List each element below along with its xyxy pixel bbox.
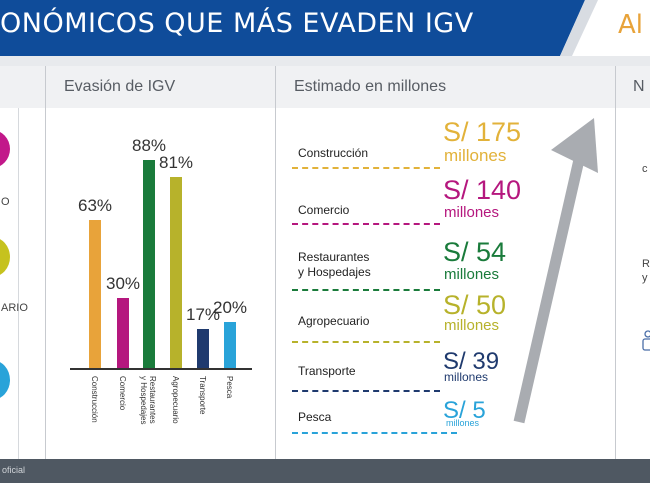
evasion-category-label: Transporte bbox=[198, 376, 207, 414]
evasion-value-label: 17% bbox=[186, 304, 221, 324]
estimate-amount: S/ 54 bbox=[443, 237, 507, 267]
estimate-amount: S/ 175 bbox=[443, 117, 522, 147]
estimate-sector-line: Pesca bbox=[298, 410, 332, 424]
evasion-value-label: 30% bbox=[106, 273, 141, 293]
banner-right-text: Al bbox=[618, 10, 644, 40]
estimate-dashed-line bbox=[292, 289, 440, 291]
right-text-fragment: c bbox=[642, 163, 648, 175]
footer-bar bbox=[0, 459, 650, 483]
estimate-sector-label: Restaurantes y Hospedajes bbox=[298, 250, 371, 280]
evasion-category-line: Comercio bbox=[118, 376, 127, 411]
evasion-category-label: Comercio bbox=[118, 376, 127, 410]
estimate-dashed-line bbox=[292, 167, 440, 169]
estimate-sector-line: Agropecuario bbox=[298, 314, 370, 328]
estimado-header: Estimado en millones bbox=[294, 78, 447, 95]
evasion-value-label: 20% bbox=[213, 297, 248, 317]
estimate-dashed-line bbox=[292, 432, 457, 434]
estimate-dashed-line bbox=[292, 390, 440, 392]
estimate-sector-line: y Hospedajes bbox=[298, 265, 371, 279]
growth-arrow-shaft bbox=[513, 149, 587, 424]
banner-shapes bbox=[0, 0, 598, 56]
footer-text: oficial bbox=[2, 465, 26, 475]
estimate-dashed-line bbox=[292, 341, 440, 343]
estimate-unit: millones bbox=[446, 418, 480, 428]
evasion-bar bbox=[170, 177, 182, 369]
sector-circle-olive bbox=[0, 237, 10, 277]
estimate-sector-label: Comercio bbox=[298, 203, 349, 218]
evasion-bar bbox=[224, 321, 236, 369]
right-text-fragment: R bbox=[642, 258, 650, 270]
evasion-bar bbox=[143, 160, 155, 369]
evasion-category-line: Transporte bbox=[198, 376, 207, 415]
evasion-category-line: Agropecuario bbox=[171, 376, 180, 424]
evasion-header: Evasión de IGV bbox=[64, 78, 176, 95]
person-icon bbox=[642, 330, 650, 351]
page-title: ONÓMICOS QUE MÁS EVADEN IGV bbox=[0, 8, 474, 39]
column-divider bbox=[275, 66, 276, 459]
evasion-value-label: 81% bbox=[159, 153, 194, 173]
estimate-unit: millones bbox=[444, 317, 500, 334]
estimate-sector-line: Construcción bbox=[298, 146, 369, 160]
estimate-amount: S/ 50 bbox=[443, 290, 507, 320]
evasion-category-label: Restaurantes y Hospedajes bbox=[139, 376, 157, 424]
left-text-fragment: O bbox=[1, 196, 10, 208]
estimate-unit: millones bbox=[444, 266, 500, 283]
evasion-bar bbox=[117, 297, 129, 369]
estimate-dashed-line bbox=[292, 223, 440, 225]
chart-x-axis bbox=[70, 368, 252, 370]
column-divider bbox=[45, 66, 46, 459]
evasion-category-label: Construcción bbox=[90, 376, 99, 423]
estimate-unit: millones bbox=[444, 146, 507, 165]
estimate-amount: S/ 5 bbox=[443, 397, 486, 424]
left-text-fragment: ARIO bbox=[1, 302, 28, 314]
evasion-bar bbox=[197, 328, 209, 369]
header-banner: ONÓMICOS QUE MÁS EVADEN IGV Al bbox=[0, 0, 650, 56]
header-band bbox=[0, 56, 650, 66]
estimate-sector-label: Pesca bbox=[298, 410, 331, 425]
column-header-row bbox=[0, 66, 650, 108]
evasion-category-line: y Hospedajes bbox=[139, 376, 148, 425]
estimate-amount: S/ 140 bbox=[443, 175, 522, 205]
estimate-sector-label: Transporte bbox=[298, 364, 356, 379]
sector-circle-magenta bbox=[0, 130, 10, 168]
estimate-sector-line: Restaurantes bbox=[298, 250, 370, 264]
evasion-value-label: 63% bbox=[78, 195, 113, 215]
estimate-sector-label: Agropecuario bbox=[298, 314, 369, 329]
evasion-category-line: Pesca bbox=[225, 376, 234, 399]
sector-circle-blue bbox=[0, 360, 10, 400]
evasion-category-label: Pesca bbox=[225, 376, 234, 398]
evasion-value-label: 88% bbox=[132, 136, 167, 156]
right-text-fragment: y bbox=[642, 272, 648, 284]
estimate-sector-line: Comercio bbox=[298, 203, 350, 217]
column-divider bbox=[615, 66, 616, 459]
estimate-sector-line: Transporte bbox=[298, 364, 356, 378]
estimate-sector-label: Construcción bbox=[298, 146, 368, 161]
estimate-amount: S/ 39 bbox=[443, 348, 500, 375]
evasion-bar bbox=[89, 219, 101, 369]
evasion-category-line: Restaurantes bbox=[148, 376, 157, 424]
right-column-header: N bbox=[633, 78, 645, 95]
estimate-unit: millones bbox=[444, 204, 500, 221]
evasion-category-label: Agropecuario bbox=[171, 376, 180, 424]
growth-arrow-head bbox=[551, 118, 598, 173]
estimate-unit: millones bbox=[444, 370, 489, 384]
evasion-category-line: Construcción bbox=[90, 376, 99, 423]
left-panel-divider bbox=[18, 108, 19, 459]
